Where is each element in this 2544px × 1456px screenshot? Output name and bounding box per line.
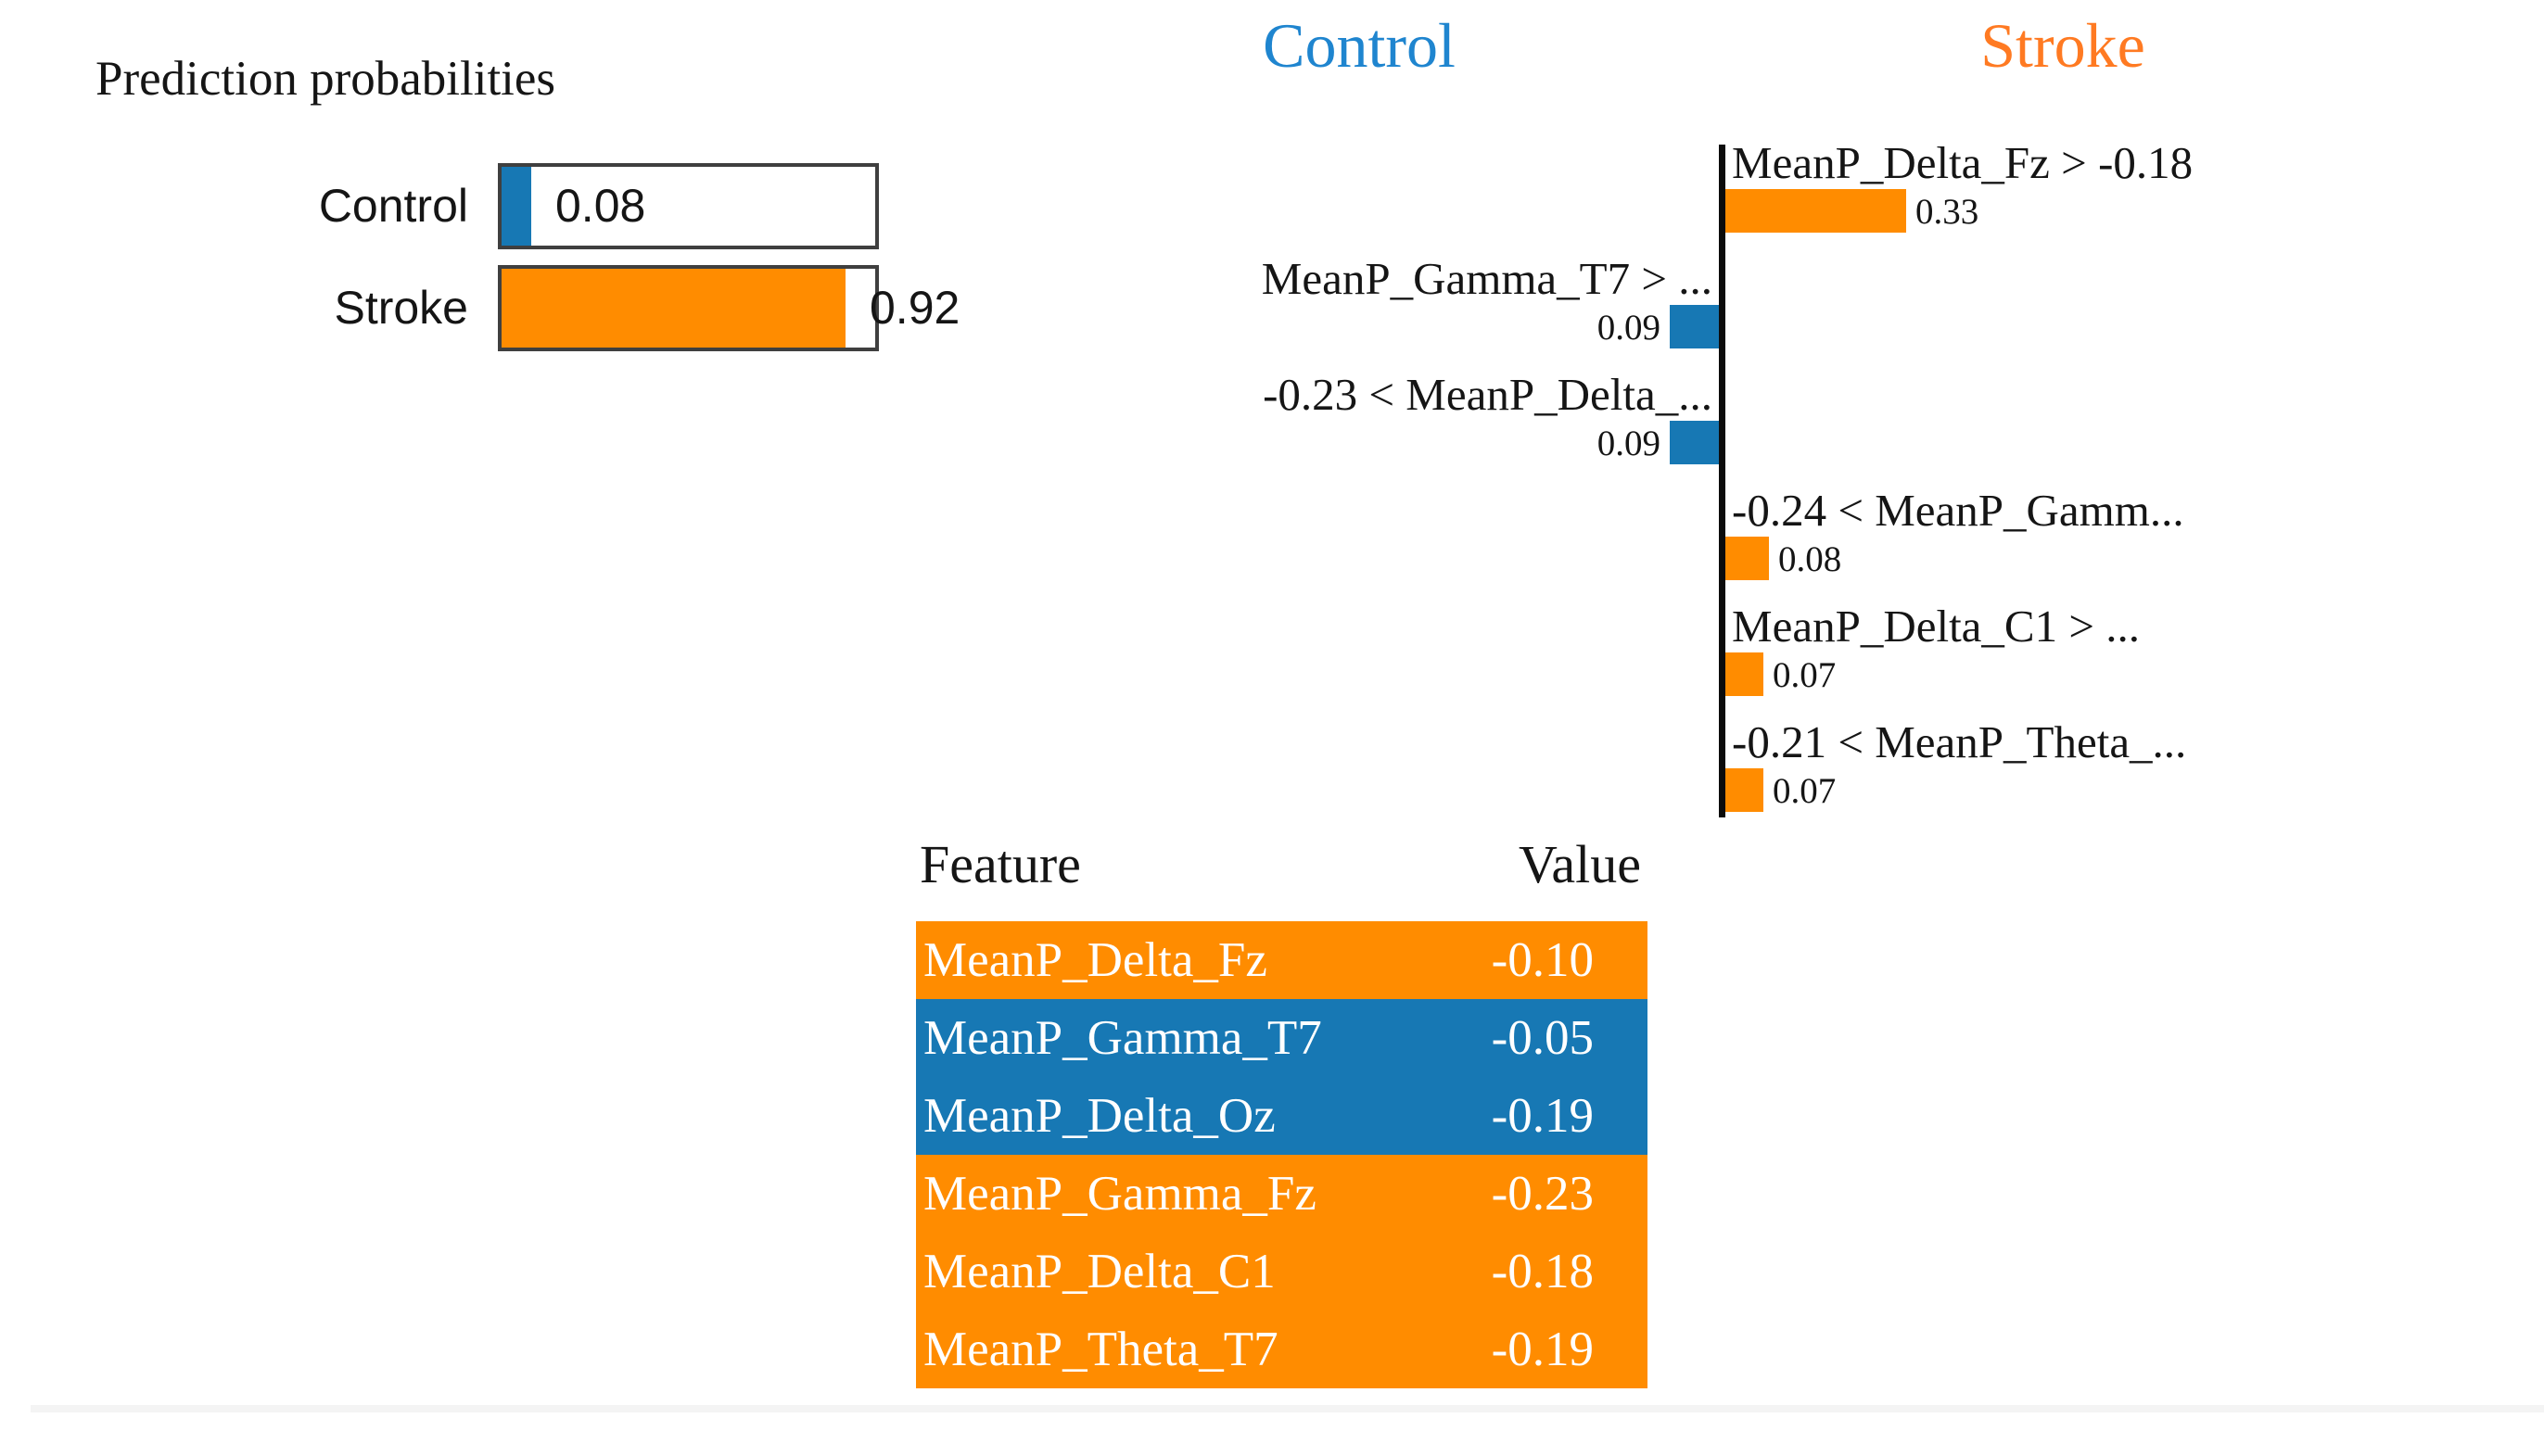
feature-table-row: MeanP_Gamma_T7 -0.05 bbox=[916, 999, 1647, 1077]
prediction-probabilities-title: Prediction probabilities bbox=[95, 52, 556, 106]
feature-cell: MeanP_Gamma_T7 bbox=[923, 1011, 1322, 1065]
explanation-bar bbox=[1725, 189, 1906, 233]
explanation-bar-label: -0.23 < MeanP_Delta_... bbox=[1263, 369, 1712, 420]
value-cell: -0.18 bbox=[1491, 1245, 1594, 1298]
value-column-header: Value bbox=[1518, 834, 1641, 894]
prob-bar-fill bbox=[502, 269, 846, 348]
value-cell: -0.19 bbox=[1491, 1089, 1594, 1143]
feature-cell: MeanP_Gamma_Fz bbox=[923, 1167, 1317, 1221]
prob-row-label: Control bbox=[318, 180, 468, 232]
explanation-bar bbox=[1670, 305, 1719, 348]
value-cell: -0.10 bbox=[1491, 933, 1594, 987]
feature-table-row: MeanP_Gamma_Fz -0.23 bbox=[916, 1155, 1647, 1233]
prob-bar: 0.08 bbox=[498, 163, 879, 249]
explanation-bar-value: 0.09 bbox=[1596, 308, 1660, 348]
explanation-bar-label: MeanP_Delta_C1 > ... bbox=[1732, 601, 2140, 652]
stroke-class-header: Stroke bbox=[1980, 10, 2145, 81]
control-class-header: Control bbox=[1263, 10, 1456, 81]
feature-cell: MeanP_Theta_T7 bbox=[923, 1323, 1278, 1376]
feature-cell: MeanP_Delta_C1 bbox=[923, 1245, 1276, 1298]
feature-table-row: MeanP_Delta_C1 -0.18 bbox=[916, 1233, 1647, 1310]
explanation-bar bbox=[1725, 652, 1763, 696]
explanation-bar-value: 0.08 bbox=[1778, 539, 1842, 579]
bottom-separator-line bbox=[31, 1405, 2544, 1412]
explanation-bar-value: 0.07 bbox=[1773, 655, 1837, 695]
prob-bar-fill bbox=[502, 167, 531, 246]
prob-row-label: Stroke bbox=[334, 282, 468, 334]
value-cell: -0.23 bbox=[1491, 1167, 1594, 1221]
explanation-bar-value: 0.07 bbox=[1773, 771, 1837, 811]
explanation-bar-label: MeanP_Delta_Fz > -0.18 bbox=[1732, 137, 2194, 188]
value-cell: -0.19 bbox=[1491, 1323, 1594, 1376]
feature-table-row: MeanP_Theta_T7 -0.19 bbox=[916, 1310, 1647, 1388]
feature-table-row: MeanP_Delta_Fz -0.10 bbox=[916, 921, 1647, 999]
explanation-bar-label: MeanP_Gamma_T7 > ... bbox=[1261, 253, 1712, 304]
explanation-bar bbox=[1725, 537, 1769, 580]
explanation-bar-label: -0.21 < MeanP_Theta_... bbox=[1732, 716, 2187, 767]
prob-value: 0.92 bbox=[870, 282, 960, 334]
explanation-bar bbox=[1725, 768, 1763, 812]
prob-bar: 0.92 bbox=[498, 265, 960, 351]
explanation-bar-label: -0.24 < MeanP_Gamm... bbox=[1732, 485, 2184, 536]
value-cell: -0.05 bbox=[1491, 1011, 1594, 1065]
explanation-bar-value: 0.33 bbox=[1915, 192, 1979, 232]
chart-axis-line bbox=[1719, 145, 1725, 817]
prob-value: 0.08 bbox=[555, 180, 646, 232]
feature-column-header: Feature bbox=[920, 834, 1081, 894]
feature-table-row: MeanP_Delta_Oz -0.19 bbox=[916, 1077, 1647, 1155]
feature-cell: MeanP_Delta_Oz bbox=[923, 1089, 1276, 1143]
explanation-bar bbox=[1670, 421, 1719, 464]
explanation-bar-value: 0.09 bbox=[1596, 424, 1660, 463]
feature-cell: MeanP_Delta_Fz bbox=[923, 933, 1267, 987]
